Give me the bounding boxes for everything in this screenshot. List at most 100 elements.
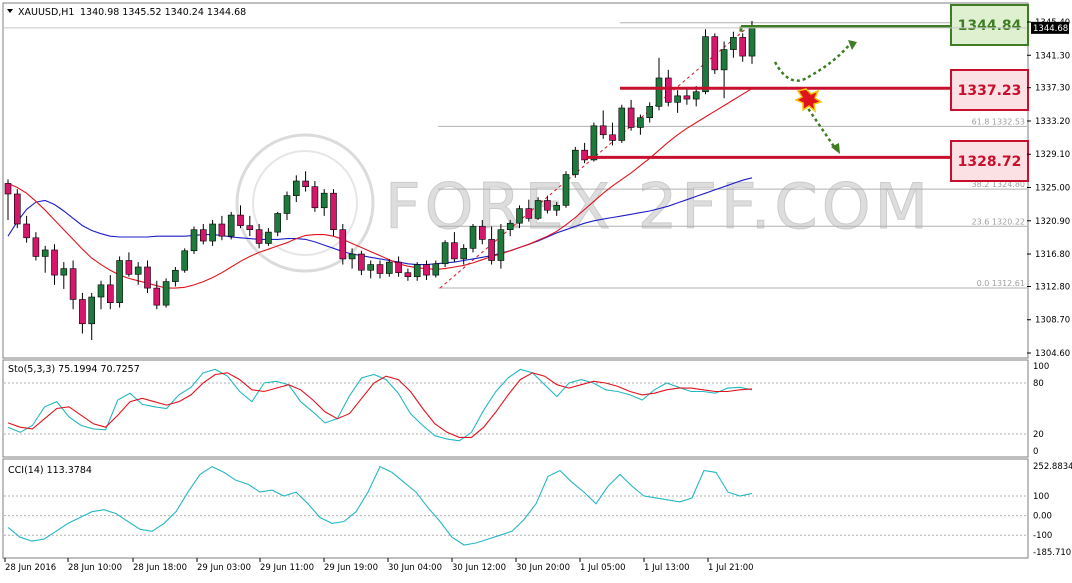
candle-body [599,125,607,136]
candle-body [618,107,626,141]
candle-body [339,229,347,260]
candle-body [525,208,533,219]
time-tick-label: 28 Jun 10:00 [68,563,122,573]
main-chart-panel[interactable] [2,2,1029,359]
fib-level-label: 23.6 1320.22 [972,217,1025,226]
price-tick-label: 1308.70 [1035,316,1070,326]
candle-body [97,284,105,298]
level-box-pivot [950,69,1029,111]
current-price-label: 1344.68 [1033,24,1068,34]
candle-body [432,263,440,276]
stochastic-lines: 100 80 20 0 [4,362,1049,457]
candle-body [23,223,30,239]
stochastic-label: Sto(5,3,3) 75.1994 70.7257 [8,364,140,375]
candle-body [674,95,681,103]
candle-body [144,266,151,289]
level-label-pivot: 1337.23 [958,83,1022,99]
time-tick-label: 1 Jul 05:00 [580,563,626,573]
candle-body [748,27,756,57]
chart-header: XAUUSD,H1 1340.98 1345.52 1340.24 1344.6… [7,7,246,18]
cci-panel[interactable] [2,458,1029,559]
candle-body [60,268,68,276]
watermark-text: FOREX 2FF.COM [385,170,932,243]
stochastic-tick-label: 80 [1033,379,1044,389]
candle-body [330,192,337,230]
candle-body [4,183,12,195]
candle-body [283,195,291,214]
candle-body [41,249,49,257]
time-tick-label: 29 Jun 19:00 [324,563,378,573]
candle-body [14,193,21,225]
level-box-resistance [950,4,1029,46]
stochastic-panel[interactable] [2,359,1029,458]
candle-body [395,261,402,273]
candle-body [451,242,458,260]
time-tick-label: 29 Jun 11:00 [260,563,314,573]
moving-averages [7,88,753,289]
candle-body [237,214,244,226]
cci-tick-label: 252.8834 [1033,462,1072,472]
candle-body [581,149,588,161]
price-axis: 1345.401341.301337.301333.201329.101325.… [3,18,1070,359]
time-tick-label: 1 Jul 21:00 [708,563,754,573]
candle-body [367,264,375,271]
stochastic-tick-label: 100 [1033,362,1049,372]
candle-body [79,299,86,325]
candle-body [134,266,142,275]
forecast-arrow-up-head [848,40,857,50]
candle-body [51,249,58,276]
candle-body [469,226,477,249]
candle-body [218,223,226,237]
candle-body [544,200,551,211]
price-tick-label: 1316.80 [1035,250,1070,260]
candle-body [646,106,654,119]
cci-line: 252.8834 100 0.00 -100 -185.710 [4,462,1072,558]
candle-body [274,213,282,233]
candle-body [627,107,635,128]
cci-label: CCI(14) 113.3784 [8,465,92,476]
price-tick-label: 1341.30 [1035,51,1070,61]
candle-body [153,287,161,306]
candle-body [255,229,263,244]
current-price-marker [1031,21,1069,34]
symbol-label: XAUUSD,H1 [18,7,74,18]
level-label-resistance: 1344.84 [958,18,1022,34]
candle-body [200,229,207,242]
price-tick-label: 1312.80 [1035,282,1070,292]
breakout-star-icon [794,88,823,113]
candle-body [702,36,709,93]
candle-body [413,264,421,278]
candle-body [609,134,616,141]
forecast-arrows [773,40,857,154]
candle-body [590,125,598,161]
candle-body [265,231,272,244]
sma-blue-line [7,177,753,266]
candle-body [534,200,542,219]
candle-body [460,248,468,260]
cci-tick-label: -100 [1033,531,1052,541]
forecast-arrow-down [803,103,837,149]
forecast-arrow-down-head [831,143,840,154]
level-box-support [950,140,1029,182]
candle-body [692,91,700,100]
stochastic-main-line [7,368,753,442]
candle-body [246,225,254,230]
candle-body [69,268,77,300]
price-levels[interactable]: 1344.84 1337.23 1328.72 [586,4,1029,182]
candle-body [292,180,300,196]
sma-red-line [7,88,753,289]
candle-body [478,226,486,240]
level-label-support: 1328.72 [958,154,1022,170]
candle-body [348,253,356,260]
candle-body [720,49,728,71]
time-tick-label: 28 Jun 2016 [5,563,56,573]
cci-tick-label: -185.710 [1033,548,1071,558]
cci-tick-label: 0.00 [1033,512,1052,522]
candle-body [358,253,365,271]
price-tick-label: 1337.30 [1035,84,1070,94]
candle-body [125,260,133,275]
price-tick-label: 1329.10 [1035,150,1070,160]
cci-tick-label: 100 [1033,492,1049,502]
candle-body [423,264,430,276]
